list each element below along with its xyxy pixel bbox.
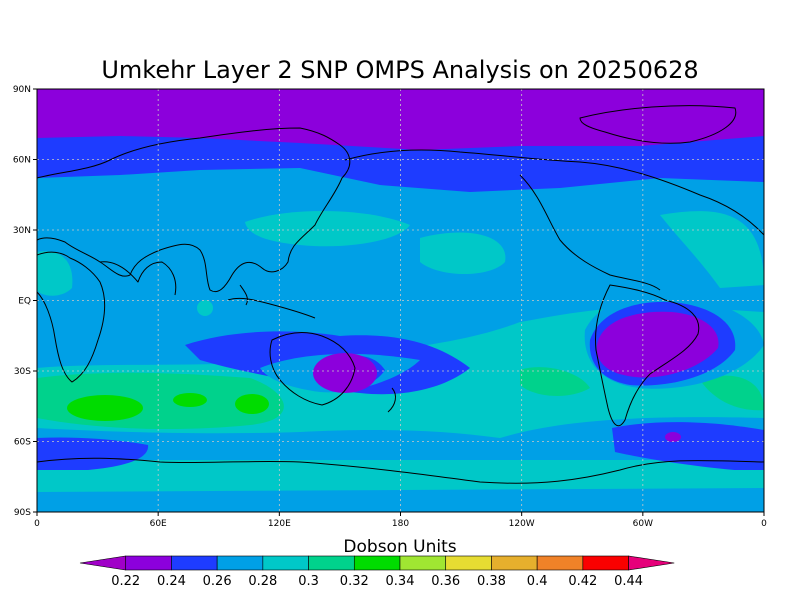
coast-antarctica — [37, 457, 764, 484]
colorbar-swatch — [445, 555, 492, 571]
field-blob-australia-purple — [313, 353, 377, 393]
colorbar-label: 0.42 — [568, 574, 597, 589]
colorbar-extend-high — [628, 555, 675, 571]
colorbar-swatch — [308, 555, 355, 571]
colorbar-swatch — [399, 555, 447, 571]
coast-north-america — [344, 149, 764, 291]
field-blob-green-3 — [235, 394, 269, 414]
longitude-axis: 0 60E 120E 180 120W 60W 0 — [34, 512, 767, 529]
coast-indonesia — [227, 284, 316, 319]
coast-south-america — [595, 284, 700, 427]
colorbar-label: 0.28 — [248, 574, 277, 589]
colorbar-label: 0.44 — [614, 574, 643, 589]
field-patch-southatl-green-2 — [700, 375, 764, 411]
field-blob-green-2 — [173, 393, 207, 407]
coast-australia — [269, 332, 356, 406]
lat-tick-label: 60S — [14, 438, 31, 448]
colorbar-label: 0.36 — [431, 574, 460, 589]
lat-tick-label: 90N — [13, 85, 31, 95]
field-patch-indian — [197, 300, 213, 316]
coast-europe-asia — [37, 127, 351, 293]
colorbar-label: 0.22 — [111, 574, 140, 589]
colorbar-swatch — [216, 555, 264, 571]
colorbar-label: 0.32 — [340, 574, 369, 589]
coast-newzealand — [387, 387, 396, 413]
field-blob-samerica-purple — [596, 311, 719, 378]
map-gridlines — [37, 89, 764, 512]
lon-tick-label: 60W — [633, 519, 653, 529]
colorbar-label: 0.38 — [477, 574, 506, 589]
field-patch-tropics-2 — [420, 232, 506, 274]
lat-tick-label: EQ — [18, 297, 31, 307]
lat-tick-label: 90S — [14, 508, 31, 518]
lon-tick-label: 0 — [761, 519, 767, 529]
coast-greenland — [579, 105, 737, 144]
coast-africa — [37, 251, 106, 383]
colorbar-label: 0.34 — [386, 574, 415, 589]
colorbar-title: Dobson Units — [343, 537, 456, 557]
map-title: Umkehr Layer 2 SNP OMPS Analysis on 2025… — [101, 56, 698, 84]
lat-tick-label: 60N — [13, 156, 31, 166]
field-patch-southatl-green — [520, 367, 590, 396]
field-blob-green-1 — [67, 395, 143, 421]
lon-tick-label: 120E — [268, 519, 291, 529]
colorbar-swatch — [262, 555, 309, 571]
colorbar-swatch — [353, 555, 401, 571]
lon-tick-label: 60E — [150, 519, 167, 529]
colorbar: 0.22 0.24 0.26 0.28 0.3 0.32 0.34 0.36 0.38 0.4 0.… — [79, 555, 675, 589]
lat-tick-label: 30N — [13, 226, 31, 236]
colorbar-label: 0.26 — [203, 574, 232, 589]
latitude-axis: 90N 60N 30N EQ 30S 60S 90S — [13, 85, 37, 518]
colorbar-swatch — [536, 555, 584, 571]
colorbar-swatch — [491, 555, 538, 571]
field-band-southern-deep — [37, 437, 149, 472]
lat-tick-label: 30S — [14, 367, 31, 377]
coast-arabia-india — [99, 261, 177, 296]
field-blob-south-purple — [665, 432, 681, 442]
colorbar-label: 0.24 — [157, 574, 186, 589]
colorbar-label: 0.4 — [527, 574, 548, 589]
colorbar-swatch — [171, 555, 218, 571]
colorbar-extend-low — [79, 555, 127, 571]
lon-tick-label: 180 — [392, 519, 409, 529]
field-band-southern-blue — [37, 417, 764, 460]
coastlines — [37, 105, 764, 484]
field-patch-tropics — [245, 211, 410, 247]
field-patch-africa-west — [37, 251, 73, 296]
colorbar-swatch — [125, 555, 172, 571]
lon-tick-label: 0 — [34, 519, 40, 529]
colorbar-swatch — [582, 555, 629, 571]
field-band-southern-deep-2 — [612, 422, 764, 472]
lon-tick-label: 120W — [509, 519, 535, 529]
colorbar-label: 0.3 — [298, 574, 319, 589]
